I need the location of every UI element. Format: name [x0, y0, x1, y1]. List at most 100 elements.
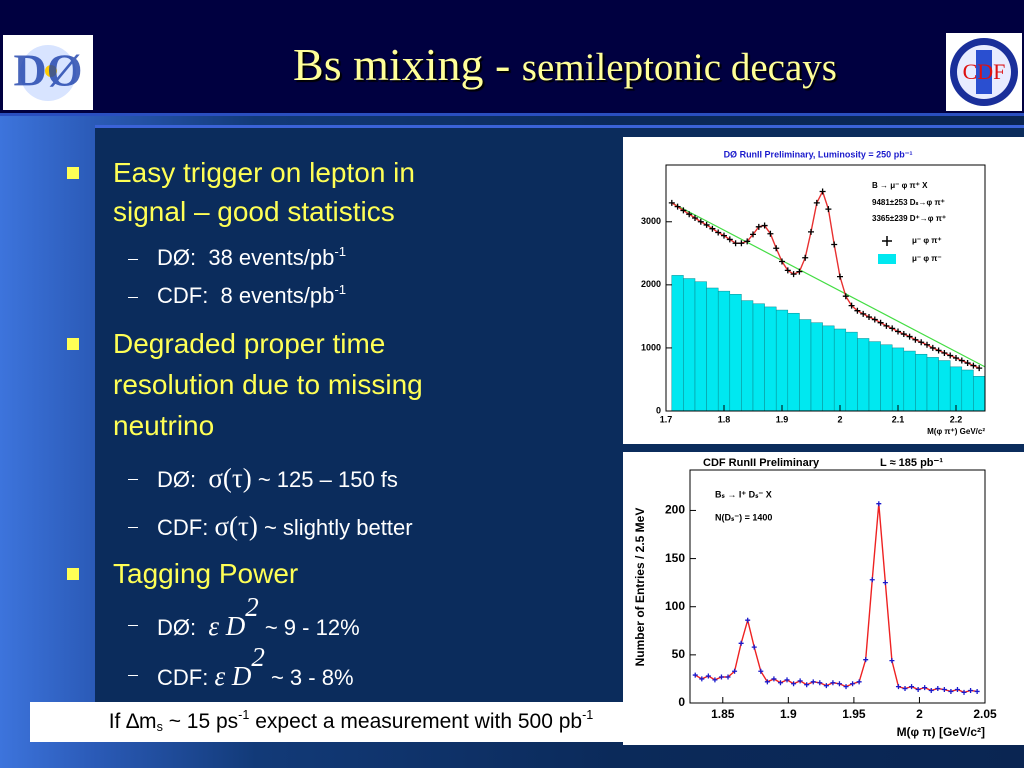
sub-dash: [128, 479, 138, 480]
logo-right: CDF: [946, 33, 1022, 111]
sub-text: CDF:: [157, 515, 215, 540]
data-point: [751, 644, 757, 650]
data-point: [703, 221, 710, 228]
data-point: [866, 314, 872, 321]
data-point: [909, 684, 915, 690]
histogram-bar: [845, 331, 858, 412]
y-tick-label: 100: [665, 599, 685, 613]
data-point: [686, 211, 693, 218]
footer-sup: -1: [582, 708, 594, 723]
data-point: [715, 229, 722, 236]
sub-bullet: CDF: ε D2 ~ 3 - 8%: [157, 644, 354, 695]
data-point: [744, 238, 751, 245]
histogram-bar: [741, 300, 754, 412]
data-point: [863, 657, 869, 663]
sub-dash: [128, 527, 138, 528]
y-tick-label: 3000: [641, 216, 661, 226]
data-point: [895, 684, 901, 690]
fit-line: [671, 202, 986, 368]
footer-sup: -1: [238, 708, 250, 723]
data-point: [869, 577, 875, 583]
sub-symbol: σ(τ): [208, 463, 252, 493]
sub-dash: [128, 625, 138, 626]
sub-dash: [128, 259, 138, 260]
histogram-bar: [891, 347, 905, 412]
histogram-bar: [973, 376, 986, 412]
data-point: [732, 668, 738, 674]
histogram-bar: [857, 338, 870, 412]
histogram-bar: [694, 281, 707, 412]
legend-text: B → μ⁻ φ π⁺ X: [872, 181, 928, 190]
logo-left: DØ: [3, 35, 93, 110]
data-point: [837, 273, 843, 280]
figure-d0: DØ RunII Preliminary, Luminosity = 250 p…: [623, 137, 1024, 444]
histogram-bar: [926, 357, 939, 412]
data-point: [948, 688, 954, 694]
data-point: [784, 677, 790, 683]
footer-text: If ∆m: [108, 710, 157, 733]
sub-text: ~ 3 - 8%: [264, 664, 354, 690]
legend-label: μ⁻ φ π⁺: [912, 236, 942, 245]
data-point: [804, 682, 810, 688]
histogram-bar: [833, 328, 847, 412]
sub-sup: 2: [245, 592, 259, 622]
y-tick-label: 0: [678, 695, 685, 709]
histogram-bar: [764, 306, 777, 412]
sub-bullet: DØ: ε D2 ~ 9 - 12%: [157, 594, 360, 645]
histogram-bar: [938, 360, 951, 412]
data-point: [771, 676, 777, 682]
data-point: [712, 677, 718, 683]
data-point: [854, 307, 861, 314]
x-axis-label: M(φ π) [GeV/c²]: [897, 725, 985, 739]
bullet-line: neutrino: [113, 410, 215, 441]
data-point: [876, 501, 882, 507]
figure-cdf: CDF RunII Preliminary L ≈ 185 pb⁻¹ Bₛ → …: [623, 452, 1024, 745]
data-point: [850, 681, 856, 687]
sub-symbol: ε D: [208, 610, 246, 641]
x-tick-label: 2.2: [950, 414, 963, 424]
data-point: [705, 673, 711, 679]
data-point: [819, 188, 826, 195]
data-point: [779, 258, 785, 265]
bullet-square: [67, 338, 79, 350]
x-tick-label: 1.9: [780, 707, 797, 721]
data-point: [726, 236, 733, 243]
x-tick-label: 2.05: [973, 707, 997, 721]
data-point: [941, 687, 947, 693]
bullet-square: [67, 167, 79, 179]
sub-text: ~ slightly better: [257, 515, 413, 540]
logo-text: DØ: [14, 45, 83, 96]
data-point: [825, 206, 832, 213]
histogram-bar: [949, 366, 963, 412]
sub-text: ~ 125 – 150 fs: [251, 467, 398, 492]
data-point: [889, 325, 896, 332]
sub-text: DØ:: [157, 614, 209, 640]
header-rule: [0, 113, 1024, 116]
title-main: Bs mixing -: [293, 39, 522, 90]
data-point: [968, 687, 974, 693]
histogram-bar: [822, 325, 835, 412]
y-tick-label: 0: [656, 405, 661, 415]
data-point: [906, 333, 913, 340]
data-point: [797, 678, 803, 684]
legend-swatch: [882, 236, 892, 246]
sub-bullet: DØ: σ(τ) ~ 125 – 150 fs: [157, 461, 398, 497]
histogram-bar: [868, 341, 881, 412]
histogram-bar: [775, 309, 789, 412]
logo-spark: [45, 65, 57, 77]
data-point: [750, 231, 756, 238]
data-point: [791, 681, 797, 687]
data-point: [674, 203, 681, 210]
fit-curve: [694, 503, 978, 694]
data-point: [843, 684, 849, 690]
legend-label: μ⁻ φ π⁻: [912, 254, 942, 263]
histogram-bar: [799, 319, 812, 412]
x-tick-label: 1.85: [711, 707, 735, 721]
figure-title: CDF RunII Preliminary: [703, 457, 820, 469]
sub-text: CDF: 8 events/pb: [157, 283, 335, 308]
data-point: [761, 222, 768, 229]
legend-text: N(Dₛ⁻) = 1400: [715, 512, 772, 522]
data-point: [836, 681, 842, 687]
x-tick-label: 1.9: [776, 414, 789, 424]
